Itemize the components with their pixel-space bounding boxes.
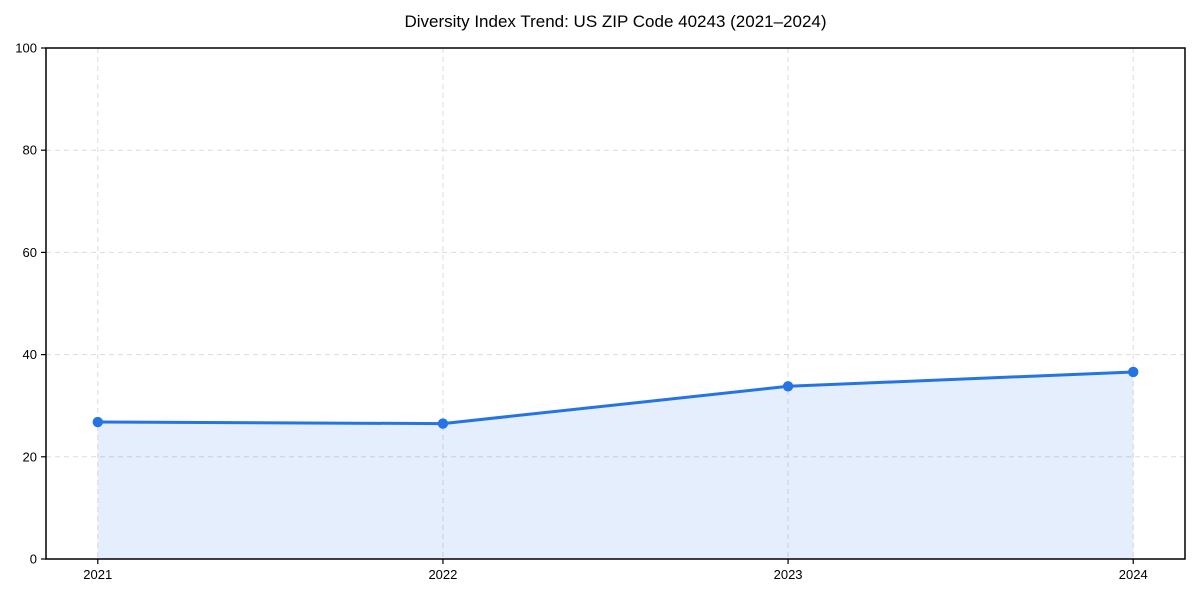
data-point — [782, 381, 794, 392]
y-tick-label: 20 — [23, 449, 37, 464]
y-tick-label: 40 — [23, 347, 37, 362]
x-tick-label: 2022 — [428, 567, 457, 582]
x-tick-label: 2021 — [83, 567, 112, 582]
y-tick-label: 100 — [15, 41, 37, 56]
trend-line — [96, 370, 1135, 426]
x-tick-label: 2024 — [1119, 567, 1148, 582]
data-point — [1128, 366, 1139, 378]
data-point — [437, 418, 449, 429]
y-tick-label: 60 — [23, 245, 37, 260]
y-tick-label: 0 — [30, 552, 37, 567]
y-tick-label: 80 — [23, 143, 37, 158]
plot-frame — [45, 47, 1186, 560]
chart-title: Diversity Index Trend: US ZIP Code 40243… — [404, 12, 827, 31]
data-point — [92, 416, 103, 428]
area-fill — [97, 371, 1134, 559]
x-tick-label: 2023 — [774, 567, 803, 582]
